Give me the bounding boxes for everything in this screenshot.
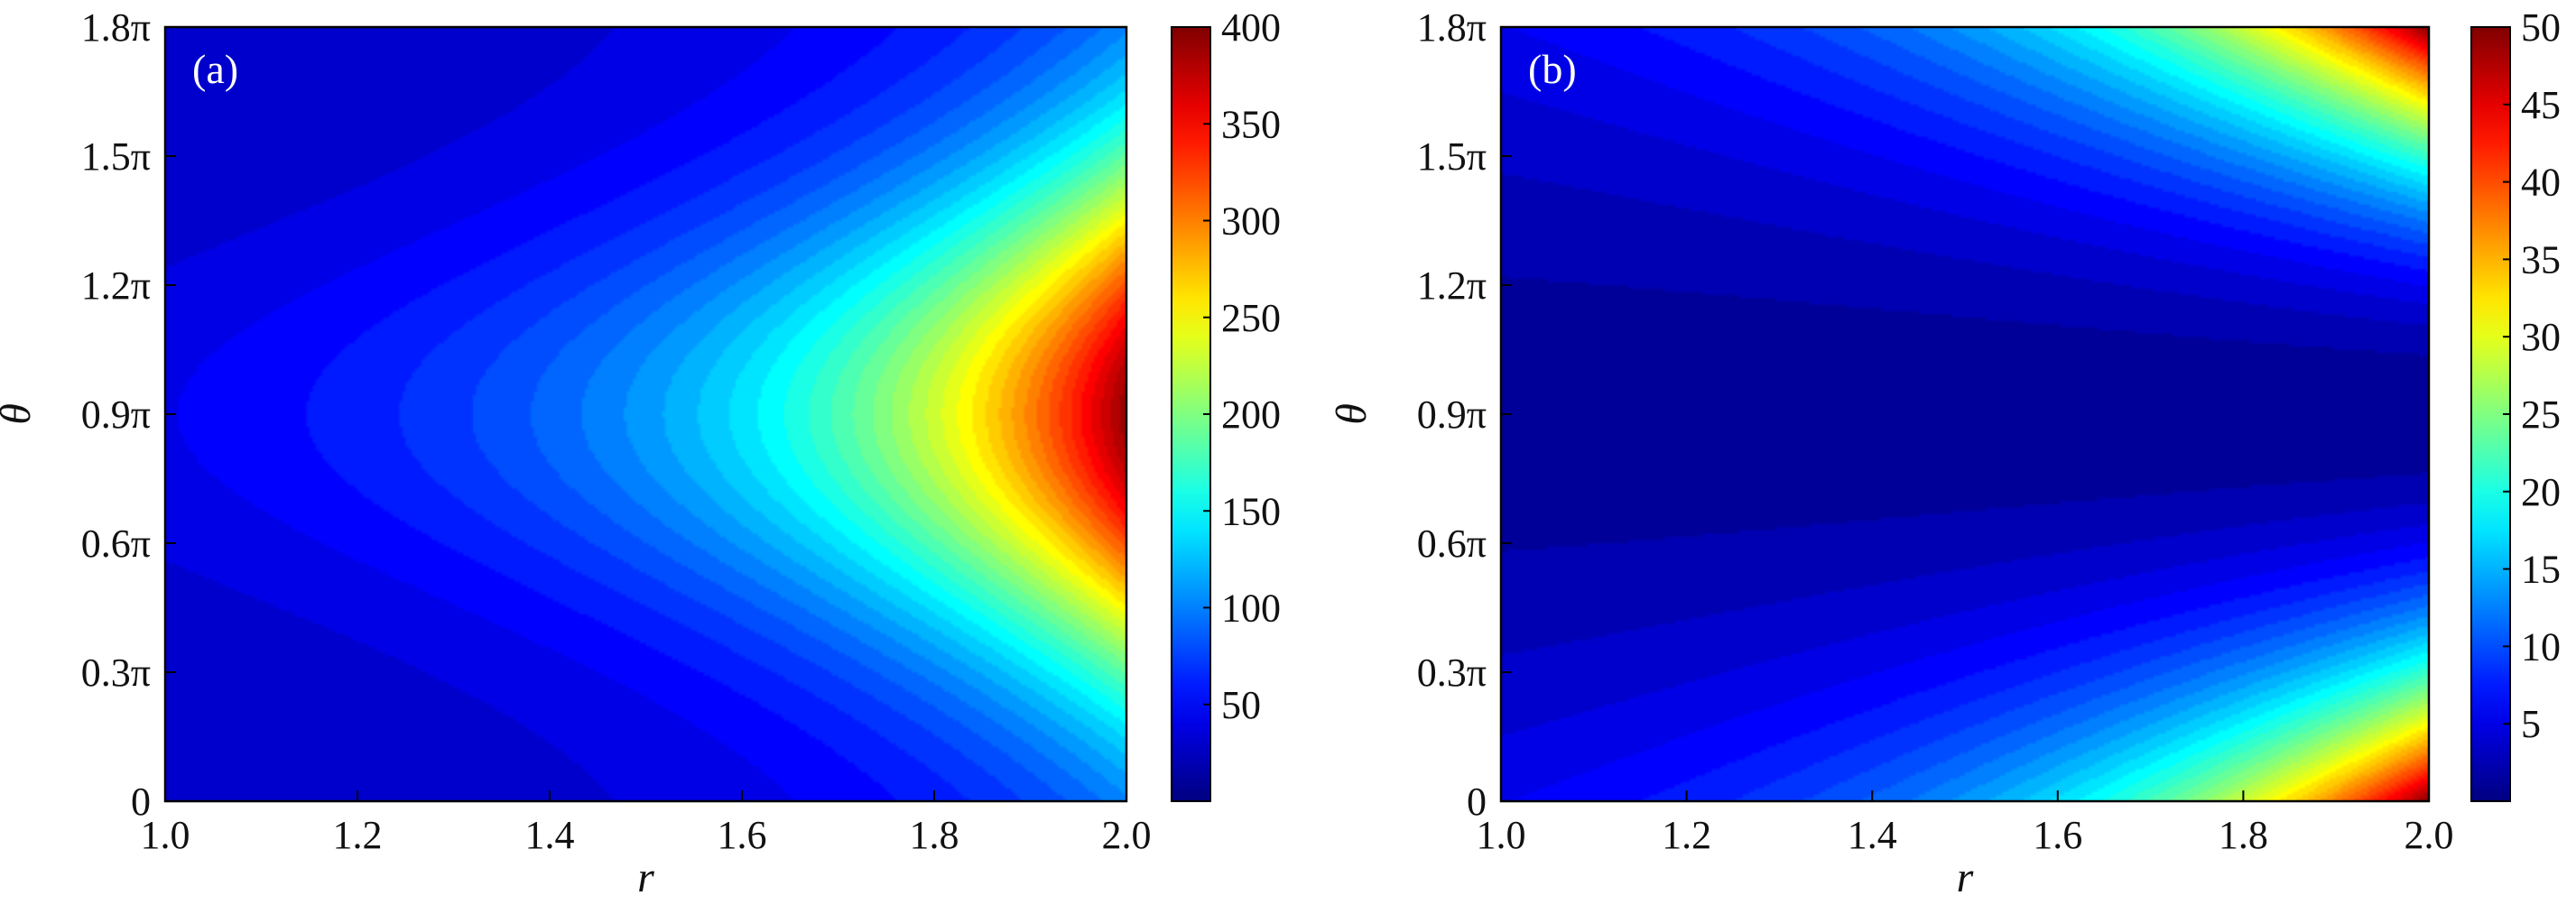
y-tick-label: 1.2π [1417,263,1487,308]
x-tick-label: 1.8 [2219,813,2268,857]
colorbar-tick-label: 30 [2521,315,2561,359]
x-axis-label: r [1957,854,1974,901]
y-tick-label: 0 [1467,780,1487,824]
y-tick-label: 0.6π [81,522,151,566]
y-tick-label: 1.2π [81,263,151,308]
colorbar-tick-label: 350 [1221,102,1281,146]
x-tick-label: 1.2 [333,813,383,857]
x-axis-label: r [637,854,654,901]
colorbar-tick-label: 35 [2521,237,2561,282]
colorbar-tick-label: 20 [2521,470,2561,514]
colorbar-tick-label: 300 [1221,199,1281,244]
x-tick-label: 1.6 [2033,813,2082,857]
panel-label: (a) [192,46,238,92]
heatmap-image [1501,27,2429,801]
y-tick-label: 1.8π [1417,5,1487,50]
heatmap-panel-b: (b) 1.0 1.2 1.4 1.6 1.8 2.0 0 0.3π 0.6π 0.9π 1.2π 1.… [1328,5,2561,901]
panel-label: (b) [1528,46,1577,92]
y-tick-label: 0.9π [1417,392,1487,437]
y-tick-label: 1.5π [81,134,151,179]
x-tick-label: 1.0 [141,813,190,857]
y-axis-label: θ [0,403,40,425]
colorbar-tick-label: 400 [1221,5,1281,50]
colorbar-tick-label: 250 [1221,296,1281,340]
colorbar-tick-label: 10 [2521,624,2561,669]
y-axis-label: θ [1328,403,1376,425]
x-tick-label: 1.2 [1662,813,1711,857]
y-tick-label: 1.5π [1417,134,1487,179]
y-tick-label: 0 [131,780,151,824]
y-tick-label: 0.9π [81,392,151,437]
colorbar-tick-label: 40 [2521,161,2561,205]
x-tick-label: 2.0 [1102,813,1152,857]
colorbar-tick-label: 50 [1221,683,1261,727]
x-tick-label: 1.0 [1477,813,1526,857]
colorbar-tick-label: 100 [1221,586,1281,631]
colorbar: 50 100 150 200 250 300 350 400 [1171,5,1281,802]
heatmap-panel-a: (a) 1.0 1.2 1.4 1.6 1.8 2.0 0 0.3π 0.6π 0.9π 1.2π 1.… [0,5,1281,901]
colorbar-tick-label: 150 [1221,489,1281,533]
colorbar-tick-label: 200 [1221,392,1281,437]
colorbar-tick-label: 15 [2521,548,2561,592]
y-tick-label: 0.3π [1417,651,1487,695]
x-tick-label: 1.6 [718,813,767,857]
x-tick-label: 1.4 [525,813,575,857]
x-tick-label: 2.0 [2405,813,2454,857]
y-tick-label: 1.8π [81,5,151,50]
colorbar: 5 10 15 20 25 30 35 40 45 50 [2470,5,2561,802]
colorbar-tick-label: 50 [2521,5,2561,50]
y-tick-label: 0.6π [1417,522,1487,566]
y-tick-label: 0.3π [81,651,151,695]
heatmap-image [165,27,1126,801]
colorbar-tick-label: 25 [2521,392,2561,437]
colorbar-tick-label: 5 [2521,702,2541,746]
x-tick-label: 1.4 [1848,813,1897,857]
colorbar-tick-label: 45 [2521,83,2561,127]
x-tick-label: 1.8 [910,813,959,857]
